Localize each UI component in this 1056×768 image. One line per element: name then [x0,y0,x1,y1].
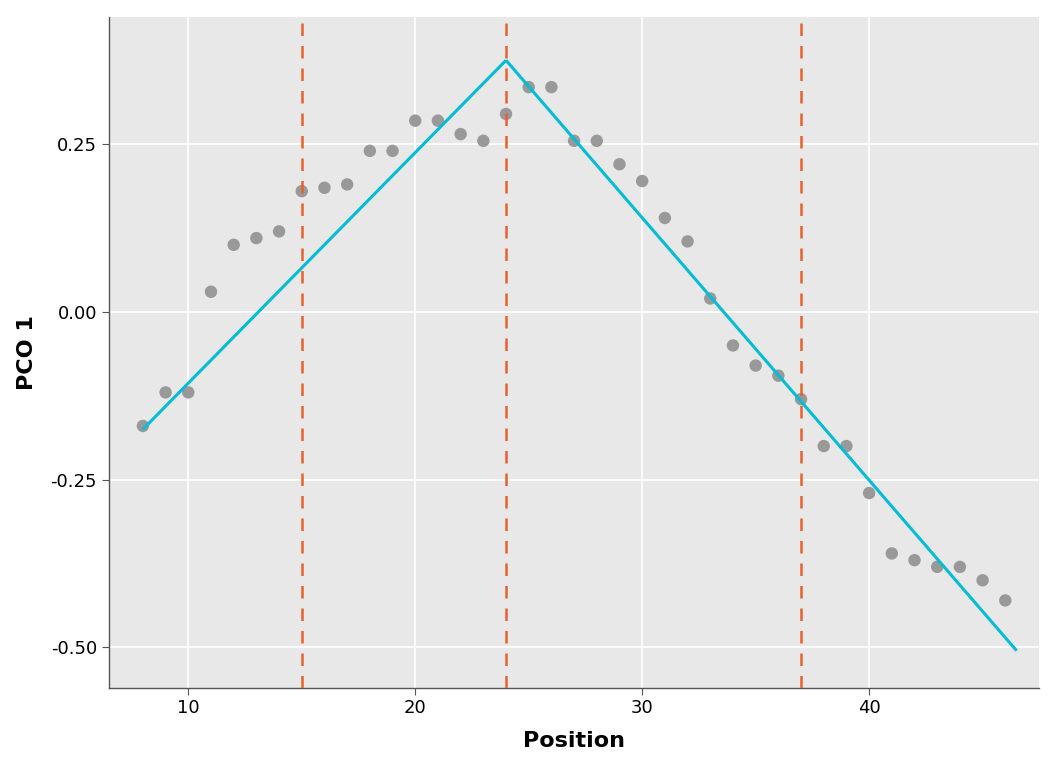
Point [225,239,242,251]
Point [543,81,560,93]
Point [384,144,401,157]
Point [770,369,787,382]
Point [134,420,151,432]
Point [724,339,741,352]
Point [430,114,447,127]
X-axis label: Position: Position [523,731,625,751]
Point [951,561,968,573]
Point [679,235,696,247]
Point [997,594,1014,607]
Point [566,134,583,147]
Point [793,393,810,406]
Point [611,158,628,170]
Point [157,386,174,399]
Point [588,134,605,147]
Point [657,212,674,224]
Point [702,293,719,305]
Point [294,185,310,197]
Point [203,286,220,298]
Point [815,440,832,452]
Point [407,114,423,127]
Point [861,487,878,499]
Point [497,108,514,120]
Y-axis label: PCO 1: PCO 1 [17,315,37,389]
Point [884,548,901,560]
Point [475,134,492,147]
Point [838,440,855,452]
Point [974,574,991,587]
Point [248,232,265,244]
Point [452,128,469,141]
Point [906,554,923,566]
Point [748,359,765,372]
Point [180,386,196,399]
Point [361,144,378,157]
Point [521,81,538,93]
Point [339,178,356,190]
Point [270,225,287,237]
Point [634,175,650,187]
Point [929,561,946,573]
Point [316,181,333,194]
